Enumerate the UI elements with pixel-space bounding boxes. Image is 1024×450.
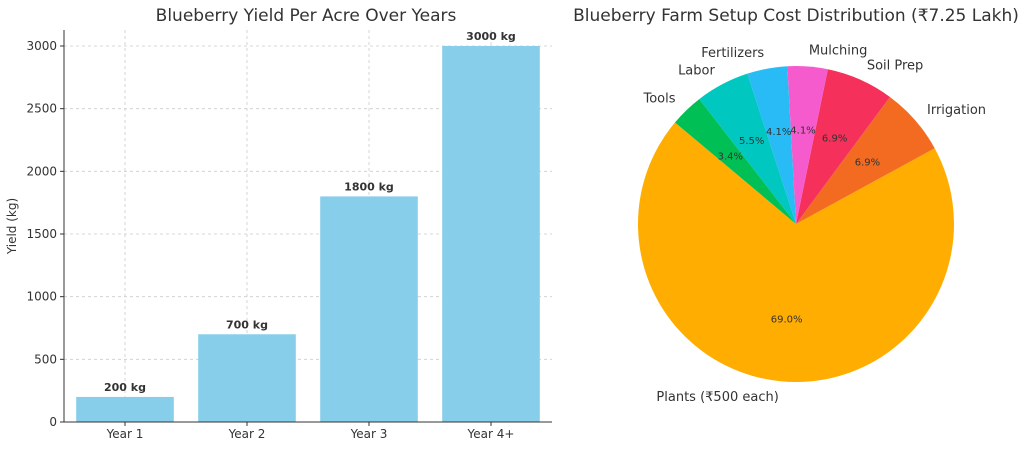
y-tick-label: 2000: [26, 164, 57, 178]
x-tick-label: Year 4+: [467, 427, 515, 441]
bar-chart: Blueberry Yield Per Acre Over Years Yiel…: [5, 6, 552, 441]
y-tick-label: 3000: [26, 39, 57, 53]
y-tick-label: 1500: [26, 227, 57, 241]
bar-data-labels: 200 kg 700 kg 1800 kg 3000 kg: [104, 30, 516, 394]
pie-slice-irrigation: [796, 96, 935, 224]
pie-slice-label: Soil Prep: [867, 58, 923, 73]
pie-slice-label: Plants (₹500 each): [656, 390, 778, 405]
pie-slice-mulching: [787, 66, 828, 224]
pie-slice-label: Tools: [643, 92, 676, 107]
pie-slice-fertilizers: [747, 66, 796, 225]
pie-percent-label: 4.1%: [766, 127, 791, 138]
bar-data-label: 700 kg: [226, 318, 268, 331]
pie-slice-tools: [674, 99, 796, 224]
y-tick-label: 1000: [26, 290, 57, 304]
y-tick-label: 2500: [26, 102, 57, 116]
pie-slice-labor: [699, 73, 796, 224]
bar-series: [76, 46, 540, 422]
y-axis-ticks: 0 500 1000 1500 2000 2500 3000: [26, 39, 64, 429]
pie-percent-label: 69.0%: [771, 314, 803, 325]
pie-percent-label: 3.4%: [718, 152, 743, 163]
pie-percent-label: 6.9%: [822, 133, 847, 144]
x-tick-label: Year 3: [350, 427, 388, 441]
bar-data-label: 200 kg: [104, 381, 146, 394]
pie-slice-labels: Plants (₹500 each) Irrigation Soil PrepMul…: [643, 44, 987, 405]
bar-axes: [63, 30, 552, 423]
pie-percent-label: 4.1%: [790, 125, 815, 136]
bar-year-4-: [442, 46, 540, 422]
pie-chart-title: Blueberry Farm Setup Cost Distribution (…: [573, 6, 1019, 26]
pie-slices: [638, 66, 955, 382]
pie-percent-labels: 69.0%6.9%6.9%4.1%4.1%5.5%3.4%: [718, 125, 881, 325]
x-axis-ticks: Year 1 Year 2 Year 3 Year 4+: [106, 422, 515, 441]
pie-slice-label: Labor: [678, 63, 715, 78]
bar-data-label: 3000 kg: [466, 30, 516, 43]
bar-data-label: 1800 kg: [344, 180, 394, 193]
pie-percent-label: 6.9%: [855, 158, 880, 169]
bar-year-2: [198, 334, 296, 422]
x-tick-label: Year 2: [228, 427, 266, 441]
pie-percent-label: 5.5%: [739, 136, 764, 147]
bar-chart-title: Blueberry Yield Per Acre Over Years: [156, 6, 457, 26]
bar-year-3: [320, 196, 418, 422]
bar-year-1: [76, 396, 174, 422]
pie-slice-label: Irrigation: [927, 103, 986, 118]
pie-chart: Blueberry Farm Setup Cost Distribution (…: [573, 6, 1019, 405]
y-tick-label: 0: [49, 415, 57, 429]
y-axis-label: Yield (kg): [5, 198, 19, 255]
pie-slice-soil-prep: [796, 69, 890, 225]
pie-slice-label: Mulching: [809, 44, 868, 59]
y-tick-label: 500: [34, 352, 57, 366]
x-tick-label: Year 1: [106, 427, 144, 441]
pie-slice-plants-500-each: [638, 122, 955, 382]
pie-slice-label: Fertilizers: [701, 46, 764, 61]
